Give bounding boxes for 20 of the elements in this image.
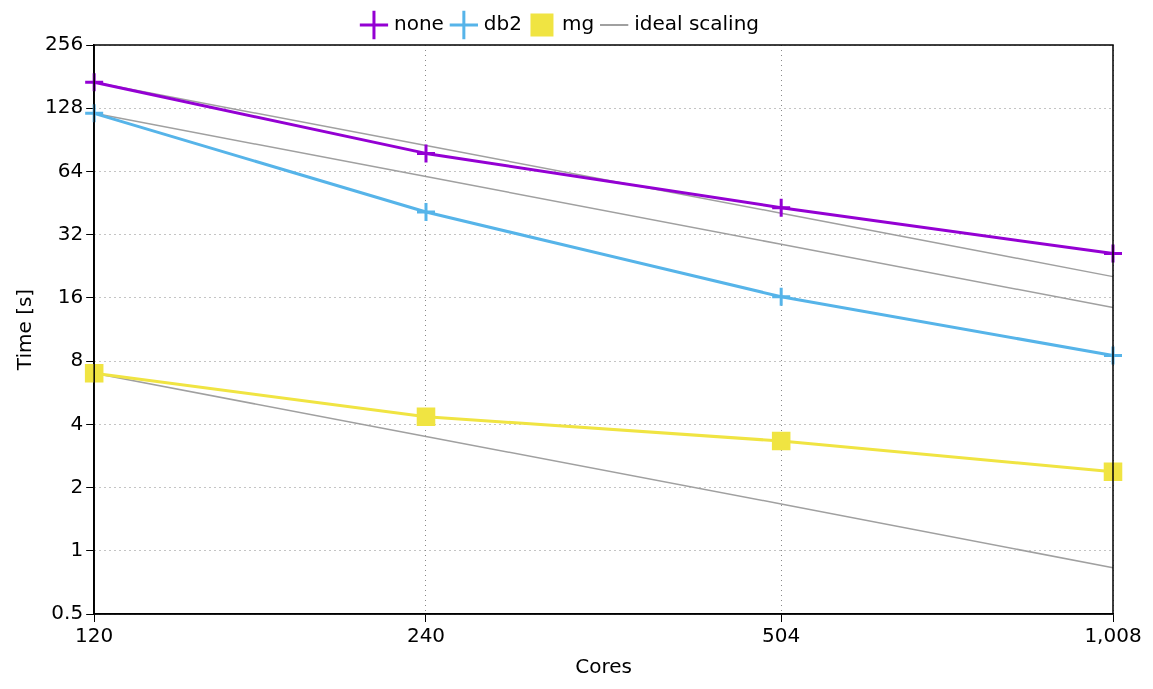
- y-tick-label: 64: [57, 157, 84, 182]
- y-tick-label: 2: [70, 473, 84, 498]
- x-tick-label: 120: [75, 623, 114, 648]
- x-axis-title: Cores: [575, 654, 632, 679]
- x-tick-label: 240: [406, 623, 446, 648]
- y-tick-label: 0.5: [51, 600, 84, 625]
- legend-label: db2: [483, 11, 522, 36]
- y-axis-title: Time [s]: [12, 288, 37, 372]
- legend-label: mg: [561, 11, 595, 36]
- legend-label: none: [393, 11, 444, 36]
- y-tick-label: 256: [44, 31, 84, 56]
- y-tick-label: 16: [57, 284, 84, 309]
- y-tick-label: 1: [70, 536, 84, 561]
- x-tick-label: 1,008: [1084, 623, 1142, 648]
- x-tick-label: 504: [762, 623, 801, 648]
- legend-label: ideal scaling: [634, 11, 760, 36]
- y-tick-label: 4: [70, 410, 84, 435]
- y-tick-label: 32: [57, 220, 84, 245]
- y-tick-label: 128: [44, 94, 84, 119]
- y-tick-label: 8: [70, 347, 84, 372]
